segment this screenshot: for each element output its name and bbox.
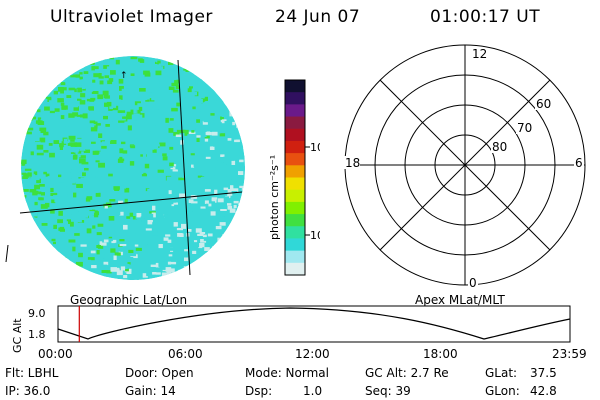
colorbar-segment	[285, 165, 305, 179]
colorbar-unit-label: photon cm⁻²s⁻¹	[268, 155, 281, 240]
tick-mark	[5, 244, 9, 263]
altitude-plot: GC Alt 9.0 1.8	[11, 305, 571, 353]
time-label: 01:00:17 UT	[430, 7, 541, 27]
mlt-label-12: 12	[472, 47, 487, 61]
glon-value: 42.8	[530, 384, 557, 398]
polar-grid	[344, 44, 586, 286]
colorbar-segment	[285, 238, 305, 252]
altitude-plot-frame	[57, 305, 571, 343]
polar-mlat-mlt-plot: 12 0 18 6 60 70 80	[344, 44, 586, 287]
uv-emission-image	[21, 56, 245, 280]
date-label: 24 Jun 07	[275, 7, 361, 27]
ip-info: IP: 36.0	[5, 384, 51, 398]
gc-alt-info: GC Alt: 2.7 Re	[365, 366, 449, 380]
altitude-curve	[57, 307, 571, 340]
colorbar-segment	[285, 214, 305, 227]
marker-glyph: ↑	[120, 71, 128, 81]
uv-image-panel: ↑	[5, 56, 245, 280]
colorbar-segment	[285, 104, 305, 118]
mode-info: Mode: Normal	[245, 366, 329, 380]
xtick-0000: 00:00	[38, 347, 73, 361]
mlt-label-18: 18	[345, 156, 360, 170]
seq-info: Seq: 39	[365, 384, 411, 398]
geo-grid-lines	[19, 59, 243, 276]
dsp-label: Dsp:	[245, 384, 273, 398]
dsp-value: 1.0	[303, 384, 323, 398]
gain-info: Gain: 14	[125, 384, 176, 398]
mlt-label-0: 0	[469, 276, 477, 287]
colorbar-segment	[285, 250, 305, 264]
colorbar-segment	[285, 80, 305, 93]
altitude-ytick-top: 9.0	[28, 307, 46, 320]
colorbar-segment	[285, 201, 305, 215]
colorbar-segment	[285, 189, 305, 203]
mlat-label-60: 60	[536, 97, 551, 111]
apex-panel-title: Apex MLat/MLT	[415, 293, 505, 307]
color-scale-bar	[285, 80, 305, 276]
door-info: Door: Open	[125, 366, 194, 380]
glat-value: 37.5	[530, 366, 557, 380]
glat-label: GLat:	[485, 366, 518, 380]
xtick-1800: 18:00	[423, 347, 458, 361]
mlt-label-6: 6	[575, 156, 583, 170]
xtick-0600: 06:00	[168, 347, 203, 361]
colorbar-segment	[285, 262, 305, 276]
altitude-ylabel: GC Alt	[11, 318, 24, 353]
colorbar-segment	[285, 226, 305, 240]
colorbar-segment	[285, 177, 305, 191]
colorbar-segment	[285, 128, 305, 142]
altitude-ytick-bottom: 1.8	[28, 328, 46, 341]
xtick-2359: 23:59	[552, 347, 587, 361]
colorbar-segment	[285, 153, 305, 166]
colorbar-segment	[285, 116, 305, 130]
glon-label: GLon:	[485, 384, 520, 398]
instrument-title: Ultraviolet Imager	[50, 7, 213, 27]
mlat-label-70: 70	[517, 121, 532, 135]
colorbar-tick-100: 100	[310, 141, 320, 154]
colorbar-segment	[285, 140, 305, 154]
colorbar-segment	[285, 92, 305, 105]
xtick-1200: 12:00	[295, 347, 330, 361]
geo-panel-title: Geographic Lat/Lon	[70, 293, 188, 307]
colorbar-tick-10: 10	[310, 229, 320, 242]
color-scale: 100 10 photon cm⁻²s⁻¹	[268, 79, 320, 276]
filter-info: Flt: LBHL	[5, 366, 59, 380]
mlat-label-80: 80	[492, 140, 507, 154]
